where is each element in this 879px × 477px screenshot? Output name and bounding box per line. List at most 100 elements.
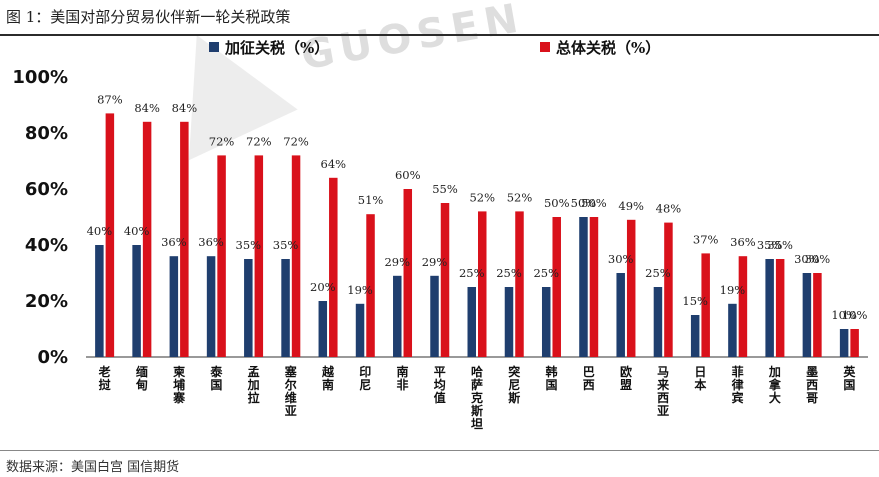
y-tick-label: 60%: [25, 179, 68, 200]
data-label-total: 72%: [246, 134, 272, 148]
data-label-total: 37%: [693, 232, 719, 246]
bar-additional-tariff: [690, 315, 700, 357]
category-label: 塞尔维亚: [285, 364, 298, 418]
category-label: 柬埔寨: [172, 364, 186, 405]
bar-total-tariff: [738, 256, 748, 357]
data-label-additional: 25%: [645, 266, 671, 280]
bar-additional-tariff: [579, 217, 588, 357]
category-label: 日本: [694, 365, 706, 392]
bar-total-tariff: [291, 155, 301, 357]
data-label-total: 87%: [97, 92, 123, 106]
category-label: 墨西哥: [806, 365, 818, 405]
bar-additional-tariff: [504, 287, 514, 357]
bar-total-tariff: [180, 121, 189, 357]
y-tick-label: 20%: [25, 291, 68, 312]
data-label-total: 72%: [283, 134, 309, 148]
bar-total-tariff: [589, 217, 599, 357]
category-label: 孟加拉: [247, 364, 260, 405]
figure-title: 图 1：美国对部分贸易伙伴新一轮关税政策: [6, 8, 291, 26]
bar-total-tariff: [254, 155, 264, 357]
y-tick-label: 0%: [37, 347, 68, 368]
data-labels: 40% 87% 40% 84% 36% 84% 36% 72% 35% 72% 35% 72% 20% 6…: [87, 92, 868, 322]
bar-total-tariff: [850, 329, 859, 357]
bar-total-tariff: [329, 177, 338, 357]
legend-label: 总体关税（%）: [556, 39, 660, 57]
category-label: 老挝: [99, 364, 112, 392]
y-tick-label: 40%: [25, 235, 68, 256]
data-label-additional: 35%: [273, 238, 299, 252]
data-label-additional: 36%: [161, 235, 187, 249]
category-label: 突尼斯: [508, 364, 520, 405]
bar-chart: 加征关税（%） 总体关税（%） 0% 20% 40% 60% 80% 100% 40% 87%…: [12, 39, 868, 431]
bar-total-tariff: [478, 211, 487, 357]
category-label: 菲律宾: [732, 364, 744, 405]
bar-total-tariff: [440, 203, 450, 357]
data-label-additional: 15%: [682, 294, 708, 308]
data-label-additional: 50%: [571, 196, 597, 210]
bar-total-tariff: [403, 189, 413, 357]
category-label: 缅甸: [135, 364, 148, 392]
data-label-additional: 29%: [384, 255, 410, 269]
bar-additional-tariff: [244, 259, 253, 357]
data-label-additional: 36%: [198, 235, 224, 249]
data-label-total: 49%: [618, 199, 644, 213]
bar-additional-tariff: [802, 273, 812, 357]
category-label: 泰国: [209, 364, 223, 392]
legend: 加征关税（%） 总体关税（%）: [209, 39, 660, 57]
bar-total-tariff: [664, 222, 673, 357]
data-label-total: 50%: [581, 196, 607, 210]
data-label-additional: 19%: [720, 283, 746, 297]
legend-swatch: [540, 42, 550, 52]
bar-total-tariff: [217, 155, 226, 357]
category-label: 英国: [843, 364, 856, 392]
category-label: 韩国: [545, 364, 557, 392]
data-label-additional: 35%: [757, 238, 783, 252]
data-label-additional: 25%: [496, 266, 522, 280]
data-label-total: 60%: [395, 168, 421, 182]
bar-total-tariff: [813, 273, 822, 357]
data-label-total: 36%: [730, 235, 756, 249]
data-label-total: 84%: [172, 101, 198, 115]
bar-additional-tariff: [653, 287, 663, 357]
bar-additional-tariff: [430, 275, 439, 357]
category-label: 欧盟: [620, 364, 632, 392]
data-label-additional: 25%: [459, 266, 485, 280]
bar-additional-tariff: [393, 275, 402, 357]
bottom-rule: [0, 450, 879, 451]
bar-total-tariff: [775, 259, 785, 357]
category-label: 马来西亚: [656, 365, 670, 418]
bar-additional-tariff: [616, 273, 625, 357]
source-note: 数据来源：美国白宫 国信期货: [6, 460, 180, 475]
top-rule: [0, 34, 879, 36]
data-label-additional: 19%: [347, 283, 373, 297]
data-label-additional: 10%: [831, 308, 857, 322]
bar-total-tariff: [366, 214, 375, 357]
data-label-total: 55%: [432, 182, 458, 196]
y-tick-label: 80%: [25, 123, 68, 144]
category-label: 平均值: [434, 365, 446, 405]
data-label-total: 72%: [209, 134, 235, 148]
bar-total-tariff: [105, 113, 115, 358]
bar-additional-tariff: [169, 256, 179, 357]
data-label-additional: 30%: [608, 252, 634, 266]
category-label: 印尼: [359, 365, 371, 392]
category-label: 哈萨克斯坦: [471, 364, 483, 431]
data-label-total: 64%: [321, 157, 347, 171]
data-label-total: 52%: [507, 190, 533, 204]
data-label-total: 52%: [469, 190, 495, 204]
data-label-total: 51%: [358, 193, 384, 207]
bar-additional-tariff: [206, 256, 216, 357]
bar-total-tariff: [552, 217, 561, 357]
data-label-total: 30%: [805, 252, 831, 266]
category-label: 巴西: [583, 365, 595, 392]
bar-additional-tariff: [318, 301, 328, 357]
category-label: 南非: [397, 364, 409, 392]
bar-additional-tariff: [355, 303, 365, 357]
data-label-additional: 25%: [533, 266, 559, 280]
bar-total-tariff: [515, 211, 524, 357]
bar-additional-tariff: [132, 245, 141, 357]
data-label-total: 10%: [842, 308, 868, 322]
data-label-total: 50%: [544, 196, 570, 210]
category-label: 加拿大: [768, 364, 782, 405]
